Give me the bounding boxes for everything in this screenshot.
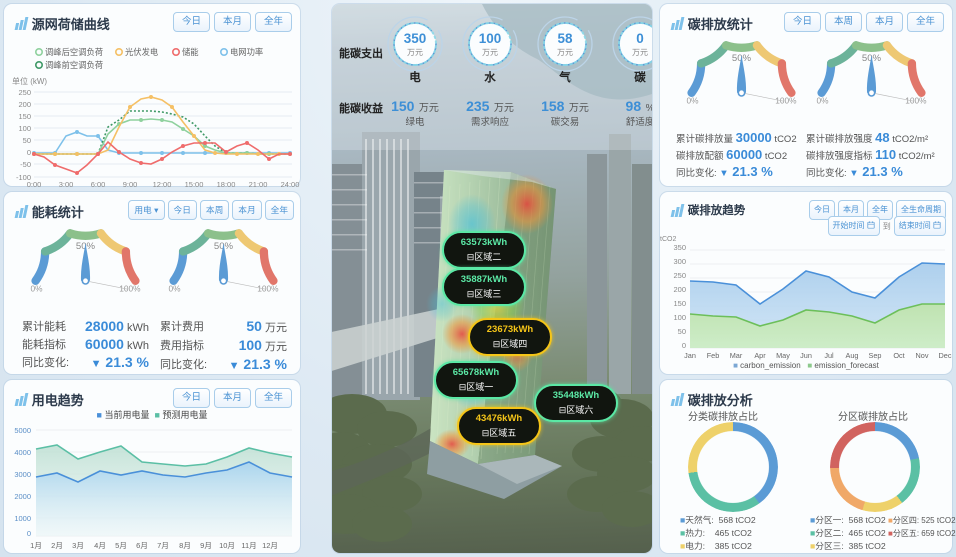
svg-text:58: 58 [557,31,573,46]
svg-text:50: 50 [678,327,686,336]
svg-text:300: 300 [673,257,686,266]
svg-text:12月: 12月 [262,541,278,550]
svg-text:10月: 10月 [219,541,235,550]
svg-text:0%: 0% [816,96,829,106]
svg-text:24:00: 24:00 [281,180,300,187]
svg-text:万元: 万元 [557,48,573,57]
svg-text:100: 100 [673,313,686,322]
svg-text:100: 100 [479,31,502,46]
svg-text:Sep: Sep [869,351,882,360]
svg-text:2月: 2月 [51,541,63,550]
svg-text:5月: 5月 [115,541,127,550]
svg-text:100%: 100% [257,284,279,294]
svg-text:May: May [776,351,790,360]
svg-text:350: 350 [673,243,686,252]
svg-text:100%: 100% [119,284,141,294]
svg-text:Dec: Dec [939,351,952,360]
svg-text:调峰后空调负荷: 调峰后空调负荷 [45,47,103,57]
svg-text:0%: 0% [30,284,43,294]
svg-text:Aug: Aug [846,351,859,360]
svg-text:3月: 3月 [72,541,84,550]
svg-text:9:00: 9:00 [123,180,138,187]
svg-text:1月: 1月 [30,541,42,550]
svg-text:150: 150 [673,299,686,308]
svg-text:250: 250 [673,271,686,280]
svg-text:4000: 4000 [14,448,31,457]
svg-text:6:00: 6:00 [91,180,106,187]
svg-text:11月: 11月 [241,541,256,550]
svg-text:3:00: 3:00 [59,180,74,187]
svg-text:电网功率: 电网功率 [230,47,263,57]
svg-text:0: 0 [27,148,31,157]
svg-text:-50: -50 [20,160,31,169]
svg-text:12:00: 12:00 [153,180,172,187]
svg-text:150: 150 [18,112,31,121]
svg-text:光伏发电: 光伏发电 [125,47,158,57]
svg-text:0: 0 [636,31,644,46]
svg-text:200: 200 [673,285,686,294]
svg-text:3000: 3000 [14,470,31,479]
svg-text:Oct: Oct [893,351,904,360]
svg-text:18:00: 18:00 [217,180,236,187]
svg-text:9月: 9月 [200,541,212,550]
svg-text:15:00: 15:00 [185,180,204,187]
svg-text:250: 250 [18,88,31,97]
svg-text:调峰前空调负荷: 调峰前空调负荷 [45,60,103,70]
svg-text:4月: 4月 [94,541,106,550]
svg-text:0:00: 0:00 [27,180,42,187]
svg-text:6月: 6月 [136,541,148,550]
svg-text:Mar: Mar [730,351,743,360]
svg-text:Jul: Jul [824,351,834,360]
svg-text:100%: 100% [775,96,797,106]
svg-text:1000: 1000 [14,514,31,523]
svg-text:Jan: Jan [684,351,696,360]
svg-text:Jun: Jun [800,351,812,360]
svg-text:2000: 2000 [14,492,31,501]
svg-text:100: 100 [18,124,31,133]
svg-text:0%: 0% [686,96,699,106]
svg-text:万元: 万元 [482,48,498,57]
svg-text:储能: 储能 [182,47,199,57]
svg-text:单位 (kW): 单位 (kW) [12,76,47,86]
svg-text:100%: 100% [905,96,927,106]
svg-text:5000: 5000 [14,426,31,435]
svg-text:21:00: 21:00 [249,180,268,187]
svg-text:Apr: Apr [754,351,766,360]
svg-text:万元: 万元 [407,48,423,57]
svg-text:350: 350 [404,31,427,46]
svg-text:50: 50 [23,136,31,145]
svg-text:万元: 万元 [632,48,648,57]
svg-text:tCO2: tCO2 [660,236,676,243]
svg-text:200: 200 [18,100,31,109]
svg-text:Feb: Feb [707,351,720,360]
svg-text:0%: 0% [168,284,181,294]
svg-text:Nov: Nov [916,351,929,360]
svg-text:8月: 8月 [179,541,191,550]
svg-text:7月: 7月 [157,541,169,550]
svg-text:0: 0 [27,529,31,538]
svg-text:0: 0 [682,341,686,350]
